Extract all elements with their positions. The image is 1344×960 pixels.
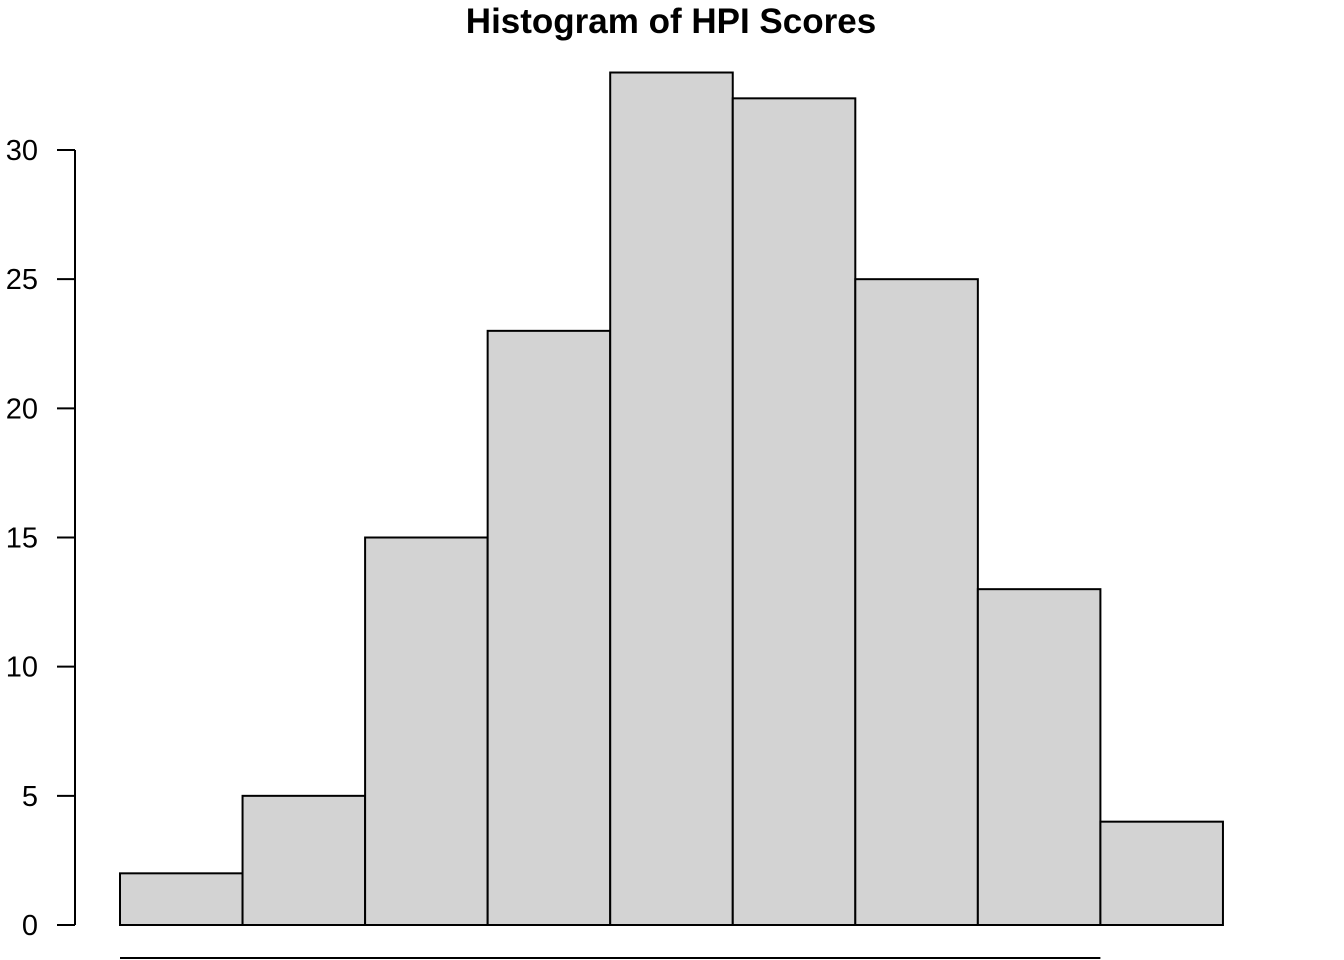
histogram-bar — [241, 794, 367, 927]
histogram-bar — [976, 588, 1102, 926]
histogram-bar — [1099, 820, 1224, 926]
histogram-bar — [854, 278, 979, 926]
y-tick-label: 5 — [22, 781, 38, 813]
histogram-bar — [609, 71, 734, 926]
histogram-bar — [364, 536, 489, 926]
y-tick-label: 20 — [6, 393, 38, 425]
y-tick-label: 30 — [6, 135, 38, 167]
chart-title: Histogram of HPI Scores — [466, 2, 876, 41]
histogram-bar — [731, 97, 857, 926]
y-axis: 0 5 10 15 20 25 30 — [6, 135, 76, 942]
y-tick-label: 0 — [22, 910, 38, 942]
histogram-bar — [486, 329, 612, 926]
y-tick-label: 25 — [6, 264, 38, 296]
y-ticks-group: 0 5 10 15 20 25 30 — [6, 135, 75, 942]
y-tick-label: 10 — [6, 652, 38, 684]
histogram-bar — [119, 872, 244, 927]
y-tick-label: 15 — [6, 523, 38, 555]
bars-group — [119, 71, 1224, 927]
